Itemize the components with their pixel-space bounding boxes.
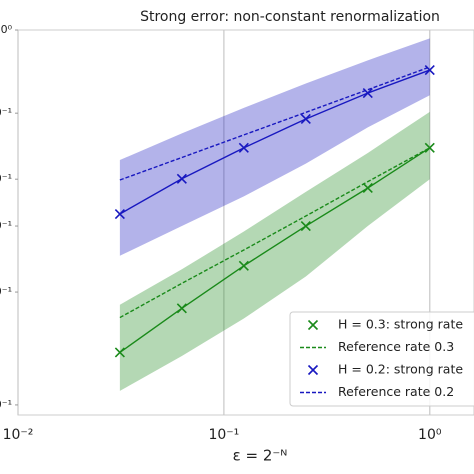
marker xyxy=(300,113,311,125)
legend-label: Reference rate 0.2 xyxy=(338,384,454,399)
reference-line xyxy=(119,66,431,181)
x-tick-label: 10⁰ xyxy=(418,427,442,443)
marker xyxy=(114,347,125,358)
error-band xyxy=(119,38,430,256)
chart-title: Strong error: non-constant renormalizati… xyxy=(140,9,440,25)
y-tick-label: 4×10⁻¹ xyxy=(0,172,12,185)
y-tick-label: 2×10⁻¹ xyxy=(0,285,12,298)
marker xyxy=(176,303,187,314)
y-tick-label: 10⁻¹ xyxy=(0,398,12,411)
legend-marker xyxy=(307,364,319,376)
y-tick-label: 6×10⁻¹ xyxy=(0,106,12,119)
marker xyxy=(362,87,373,99)
error-band xyxy=(119,111,430,391)
series-line xyxy=(119,69,431,215)
legend-label: Reference rate 0.3 xyxy=(338,339,454,354)
marker xyxy=(238,260,249,271)
y-tick-label: 3×10⁻¹ xyxy=(0,219,12,232)
legend-label: H = 0.3: strong rate xyxy=(338,317,463,332)
marker xyxy=(238,142,249,153)
x-axis-label: ε = 2⁻ᴺ xyxy=(233,447,288,465)
legend-marker xyxy=(307,319,319,331)
marker xyxy=(424,64,435,76)
marker xyxy=(176,173,187,184)
marker xyxy=(362,182,373,194)
reference-line xyxy=(119,147,431,319)
marker xyxy=(114,208,125,220)
legend xyxy=(289,311,474,407)
series-line xyxy=(119,147,431,354)
x-tick-label: 10⁻¹ xyxy=(208,427,239,443)
marker xyxy=(300,220,311,232)
legend-label: H = 0.2: strong rate xyxy=(338,362,463,377)
x-tick-label: 10⁻² xyxy=(3,427,34,443)
marker xyxy=(424,142,435,153)
y-tick-label: 10⁰ xyxy=(0,23,13,36)
